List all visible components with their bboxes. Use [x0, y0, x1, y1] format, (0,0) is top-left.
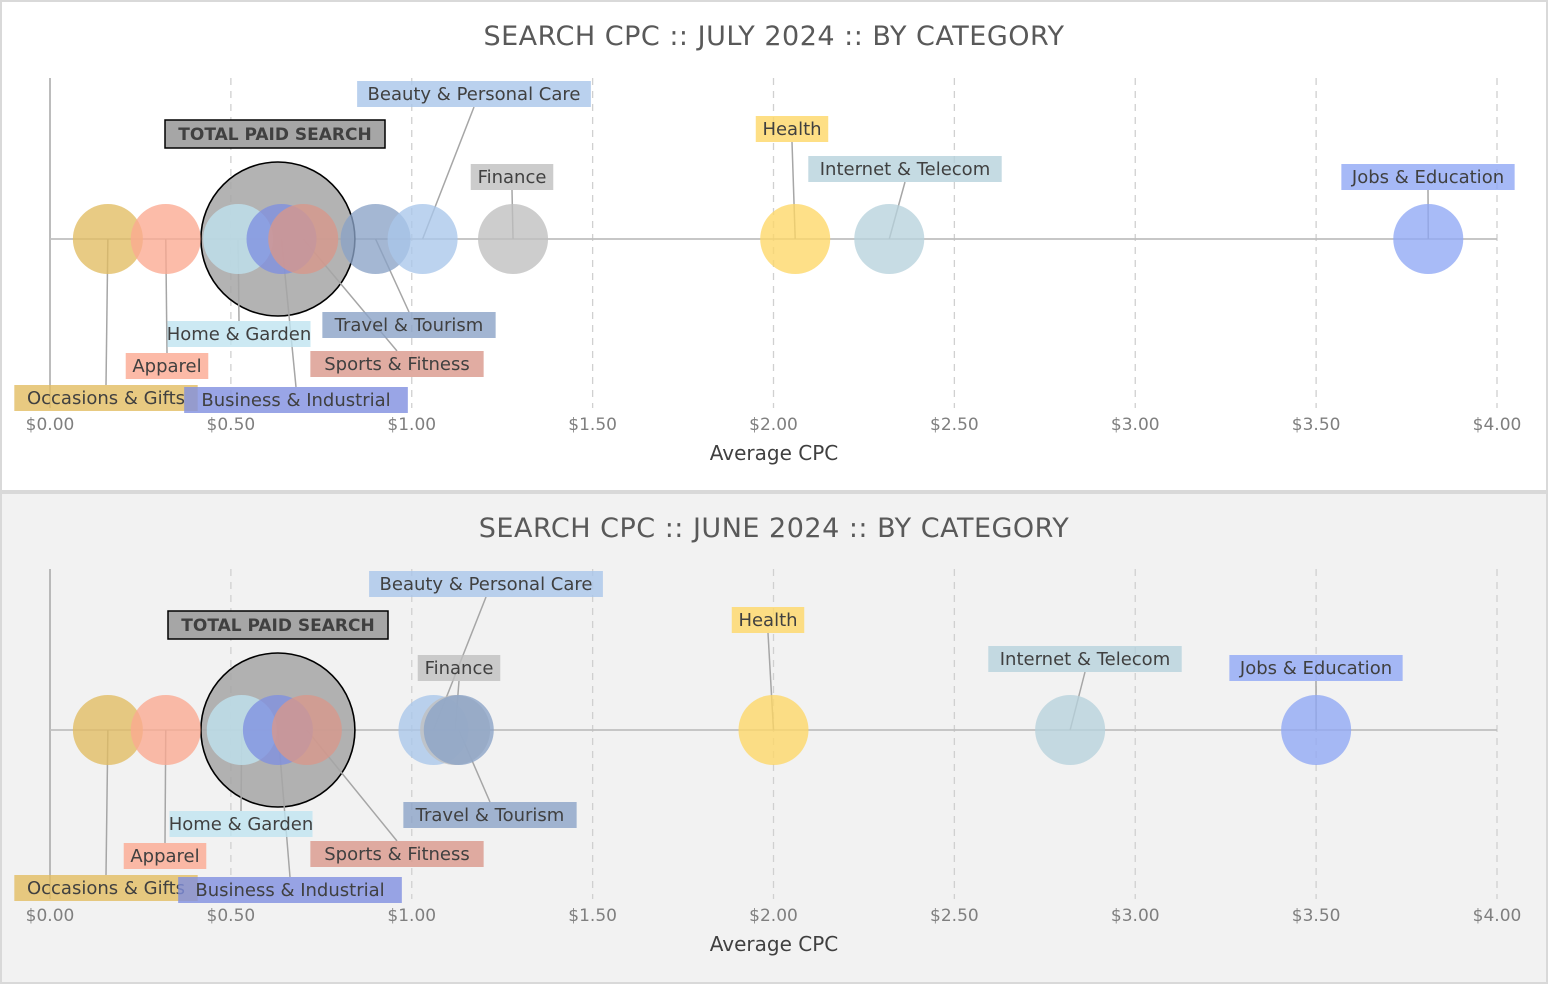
label-beauty-and-personal-care: Beauty & Personal Care: [380, 574, 593, 595]
label-occasions-and-gifts: Occasions & Gifts: [27, 878, 185, 899]
label-bg-beauty-and-personal-care: [369, 571, 603, 597]
label-internet-and-telecom: Internet & Telecom: [1000, 649, 1170, 670]
bubble-jobs-and-education: [1393, 204, 1464, 274]
label-finance: Finance: [478, 167, 547, 188]
label-bg-health: [731, 607, 805, 633]
label-health: Health: [762, 119, 821, 140]
x-tick-label: $1.00: [387, 906, 436, 926]
label-bg-jobs-and-education: [1341, 164, 1515, 190]
bubble-apparel: [130, 204, 201, 274]
label-health: Health: [738, 610, 797, 631]
chart-title: SEARCH CPC :: JULY 2024 :: BY CATEGORY: [483, 21, 1064, 52]
label-apparel: Apparel: [130, 846, 199, 867]
x-tick-label: $0.50: [207, 906, 256, 926]
label-bg-finance: [470, 164, 554, 190]
label-bg-occasions-and-gifts: [14, 875, 198, 901]
x-tick-label: $3.00: [1111, 906, 1160, 926]
total-paid-search-label: TOTAL PAID SEARCH: [178, 125, 371, 145]
label-bg-finance: [417, 655, 501, 681]
x-tick-label: $0.00: [26, 906, 75, 926]
bubble-internet-and-telecom: [1035, 695, 1106, 765]
bubble-health: [738, 695, 809, 765]
label-bg-apparel: [123, 843, 207, 869]
label-sports-and-fitness: Sports & Fitness: [324, 354, 470, 375]
x-axis-label: Average CPC: [710, 932, 838, 956]
x-tick-label: $4.00: [1473, 415, 1522, 435]
label-home-and-garden: Home & Garden: [169, 814, 314, 835]
label-finance: Finance: [425, 658, 494, 679]
x-tick-label: $1.00: [387, 415, 436, 435]
label-sports-and-fitness: Sports & Fitness: [324, 844, 470, 865]
bubbles: [72, 695, 1352, 765]
x-tick-label: $2.50: [930, 415, 979, 435]
bubble-beauty-and-personal-care: [387, 204, 458, 274]
bubble-occasions-and-gifts: [72, 695, 143, 765]
bubble-apparel: [130, 695, 201, 765]
chart-july-panel: SEARCH CPC :: JULY 2024 :: BY CATEGORY$0…: [0, 0, 1548, 492]
label-bg-travel-and-tourism: [322, 312, 496, 338]
x-tick-label: $2.00: [749, 415, 798, 435]
x-tick-label: $0.00: [26, 415, 75, 435]
label-bg-jobs-and-education: [1229, 655, 1403, 681]
label-apparel: Apparel: [132, 356, 201, 377]
total-paid-search-label: TOTAL PAID SEARCH: [181, 616, 374, 636]
chart-june-panel: SEARCH CPC :: JUNE 2024 :: BY CATEGORY$0…: [0, 492, 1548, 984]
x-tick-label: $3.00: [1111, 415, 1160, 435]
label-business-and-industrial: Business & Industrial: [195, 880, 384, 901]
label-bg-internet-and-telecom: [808, 156, 1002, 182]
bubble-sports-and-fitness: [268, 204, 339, 274]
x-tick-label: $3.50: [1292, 906, 1341, 926]
labels: Occasions & Gifts Apparel Home & Garden Bus…: [14, 81, 1515, 413]
bubble-sports-and-fitness: [271, 695, 342, 765]
label-travel-and-tourism: Travel & Tourism: [334, 315, 484, 336]
label-jobs-and-education: Jobs & Education: [1239, 658, 1392, 679]
label-home-and-garden: Home & Garden: [167, 324, 312, 345]
x-tick-label: $3.50: [1292, 415, 1341, 435]
label-occasions-and-gifts: Occasions & Gifts: [27, 388, 185, 409]
bubble-occasions-and-gifts: [72, 204, 143, 274]
label-travel-and-tourism: Travel & Tourism: [415, 805, 565, 826]
total-paid-search-label-bg: [167, 610, 389, 640]
label-business-and-industrial: Business & Industrial: [201, 390, 390, 411]
label-bg-sports-and-fitness: [310, 841, 484, 867]
label-jobs-and-education: Jobs & Education: [1351, 167, 1504, 188]
x-tick-label: $2.00: [749, 906, 798, 926]
label-bg-health: [755, 116, 829, 142]
bubbles: [72, 204, 1464, 274]
label-beauty-and-personal-care: Beauty & Personal Care: [368, 84, 581, 105]
x-tick-label: $0.50: [207, 415, 256, 435]
label-bg-business-and-industrial: [178, 877, 402, 903]
bubble-jobs-and-education: [1281, 695, 1352, 765]
chart-july: SEARCH CPC :: JULY 2024 :: BY CATEGORY$0…: [14, 21, 1522, 465]
label-bg-beauty-and-personal-care: [357, 81, 591, 107]
x-tick-label: $4.00: [1473, 906, 1522, 926]
x-tick-label: $1.50: [568, 415, 617, 435]
bubble-health: [760, 204, 831, 274]
x-tick-label: $1.50: [568, 906, 617, 926]
label-bg-apparel: [125, 353, 209, 379]
label-bg-occasions-and-gifts: [14, 385, 198, 411]
chart-june: SEARCH CPC :: JUNE 2024 :: BY CATEGORY$0…: [14, 513, 1522, 956]
label-bg-internet-and-telecom: [988, 646, 1182, 672]
bubble-finance: [478, 204, 549, 274]
label-bg-travel-and-tourism: [403, 802, 577, 828]
label-internet-and-telecom: Internet & Telecom: [820, 159, 990, 180]
total-paid-search-label-bg: [164, 119, 386, 149]
x-tick-label: $2.50: [930, 906, 979, 926]
label-bg-home-and-garden: [167, 321, 311, 347]
bubble-travel-and-tourism: [423, 695, 494, 765]
bubble-internet-and-telecom: [854, 204, 925, 274]
chart-title: SEARCH CPC :: JUNE 2024 :: BY CATEGORY: [479, 513, 1069, 544]
labels: Occasions & Gifts Apparel Home & Garden Bus…: [14, 571, 1403, 903]
label-bg-business-and-industrial: [184, 387, 408, 413]
label-bg-sports-and-fitness: [310, 351, 484, 377]
x-axis-label: Average CPC: [710, 441, 838, 465]
label-bg-home-and-garden: [169, 811, 313, 837]
